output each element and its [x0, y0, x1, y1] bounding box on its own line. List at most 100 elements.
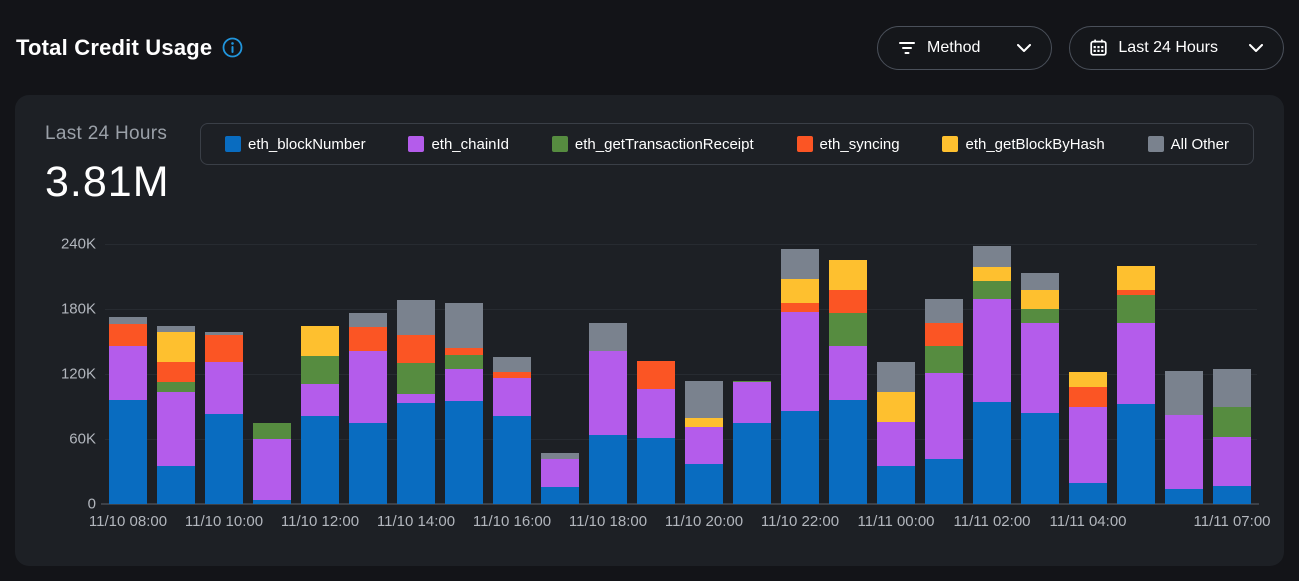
segment-eth_getBlockByHash [973, 266, 1011, 281]
segment-eth_blockNumber [685, 463, 723, 504]
card-top: Last 24 Hours 3.81M eth_blockNumber eth_c… [45, 123, 1254, 207]
segment-eth_getBlockByHash [829, 260, 867, 290]
bar-11-10-20-00[interactable] [685, 380, 723, 504]
legend-label: All Other [1170, 135, 1229, 153]
segment-eth_syncing [205, 335, 243, 363]
segment-eth_chainId [829, 345, 867, 400]
segment-eth_chainId [877, 421, 915, 467]
segment-All Other [781, 249, 819, 279]
bar-11-10-14-00[interactable] [397, 300, 435, 504]
bar-11-11-03-00[interactable] [1021, 273, 1059, 504]
legend-item-eth_chainId[interactable]: eth_chainId [408, 136, 509, 153]
segment-All Other [973, 246, 1011, 267]
chart-legend: eth_blockNumber eth_chainId eth_getTransac… [200, 123, 1254, 165]
info-icon[interactable] [222, 37, 243, 58]
gridline-60K [105, 438, 1257, 440]
segment-eth_getTransactionReceipt [829, 313, 867, 346]
legend-item-eth_blockNumber[interactable]: eth_blockNumber [225, 136, 366, 153]
usage-stats: Last 24 Hours 3.81M [45, 123, 200, 207]
x-axis-label: 11/11 07:00 [1193, 513, 1271, 530]
segment-eth_getTransactionReceipt [157, 381, 195, 393]
x-axis-label: 11/10 10:00 [184, 513, 264, 530]
bar-11-11-06-00[interactable] [1165, 370, 1203, 504]
bar-11-10-16-00[interactable] [493, 356, 531, 504]
bar-11-10-17-00[interactable] [541, 453, 579, 504]
segment-eth_chainId [589, 351, 627, 435]
bar-11-11-04-00[interactable] [1069, 371, 1107, 504]
legend-item-eth_getBlockByHash[interactable]: eth_getBlockByHash [942, 136, 1105, 153]
segment-eth_blockNumber [1165, 488, 1203, 504]
segment-All Other [349, 313, 387, 328]
x-axis-label: 11/11 00:00 [857, 513, 935, 530]
segment-eth_blockNumber [109, 400, 147, 504]
segment-eth_blockNumber [925, 458, 963, 504]
segment-eth_getBlockByHash [157, 331, 195, 363]
segment-All Other [397, 300, 435, 336]
legend-swatch [942, 136, 959, 152]
segment-eth_blockNumber [157, 466, 195, 504]
segment-eth_getBlockByHash [1069, 371, 1107, 388]
segment-All Other [685, 380, 723, 419]
segment-eth_blockNumber [541, 486, 579, 504]
bar-11-10-09-00[interactable] [157, 326, 195, 504]
bar-11-10-21-00[interactable] [733, 380, 771, 504]
legend-item-eth_syncing[interactable]: eth_syncing [796, 136, 900, 153]
segment-eth_chainId [925, 372, 963, 459]
bar-11-10-13-00[interactable] [349, 313, 387, 504]
legend-swatch [225, 136, 241, 152]
segment-All Other [877, 362, 915, 393]
bar-11-11-05-00[interactable] [1117, 265, 1155, 504]
segment-eth_blockNumber [1117, 404, 1155, 504]
x-axis-label: 11/10 08:00 [88, 513, 168, 530]
segment-eth_blockNumber [829, 400, 867, 504]
bar-11-11-01-00[interactable] [925, 299, 963, 504]
segment-All Other [1165, 370, 1203, 416]
segment-eth_blockNumber [733, 422, 771, 504]
bar-11-10-23-00[interactable] [829, 260, 867, 504]
bar-11-11-00-00[interactable] [877, 362, 915, 504]
legend-item-All-Other[interactable]: All Other [1147, 135, 1229, 153]
segment-eth_blockNumber [973, 402, 1011, 504]
legend-item-eth_getTransactionReceipt[interactable]: eth_getTransactionReceipt [551, 135, 754, 153]
bar-11-10-22-00[interactable] [781, 249, 819, 504]
gridline-180K [105, 308, 1257, 310]
bar-11-10-10-00[interactable] [205, 331, 243, 504]
time-range-dropdown[interactable]: Last 24 Hours [1069, 25, 1284, 70]
legend-swatch [1147, 136, 1164, 152]
legend-swatch [551, 136, 568, 152]
bar-11-10-15-00[interactable] [445, 302, 483, 504]
segment-eth_syncing [637, 361, 675, 390]
segment-eth_syncing [781, 302, 819, 313]
method-filter-dropdown[interactable]: Method [877, 25, 1053, 70]
bar-11-10-12-00[interactable] [301, 326, 339, 504]
legend-label: eth_getTransactionReceipt [574, 135, 754, 153]
segment-eth_chainId [1117, 323, 1155, 405]
segment-eth_chainId [253, 439, 291, 500]
segment-All Other [541, 453, 579, 459]
segment-eth_chainId [1213, 436, 1251, 486]
x-axis-label: 11/10 12:00 [280, 513, 360, 530]
segment-eth_getTransactionReceipt [445, 354, 483, 369]
x-axis-label: 11/10 18:00 [568, 513, 648, 530]
gridline-240K [105, 243, 1257, 245]
segment-eth_getTransactionReceipt [925, 345, 963, 373]
bar-11-10-19-00[interactable] [637, 361, 675, 504]
legend-label: eth_chainId [431, 135, 510, 153]
segment-eth_getTransactionReceipt [253, 422, 291, 440]
bar-11-11-07-00[interactable] [1213, 368, 1251, 504]
segment-eth_chainId [493, 378, 531, 417]
x-axis-label: 11/10 16:00 [472, 513, 552, 530]
title-row: Total Credit Usage [16, 35, 243, 61]
bar-11-10-08-00[interactable] [109, 316, 147, 504]
bar-11-10-11-00[interactable] [253, 422, 291, 504]
bar-11-10-18-00[interactable] [589, 323, 627, 504]
segment-All Other [1021, 273, 1059, 290]
chevron-down-icon [1017, 43, 1032, 52]
legend-label: eth_blockNumber [248, 135, 366, 153]
bar-11-11-02-00[interactable] [973, 246, 1011, 504]
segment-eth_getTransactionReceipt [1213, 406, 1251, 437]
chart-plot-area: 0 60K 120K 180K 240K [61, 236, 1259, 513]
segment-All Other [445, 302, 483, 349]
page-title: Total Credit Usage [16, 34, 213, 60]
segment-eth_blockNumber [445, 401, 483, 504]
